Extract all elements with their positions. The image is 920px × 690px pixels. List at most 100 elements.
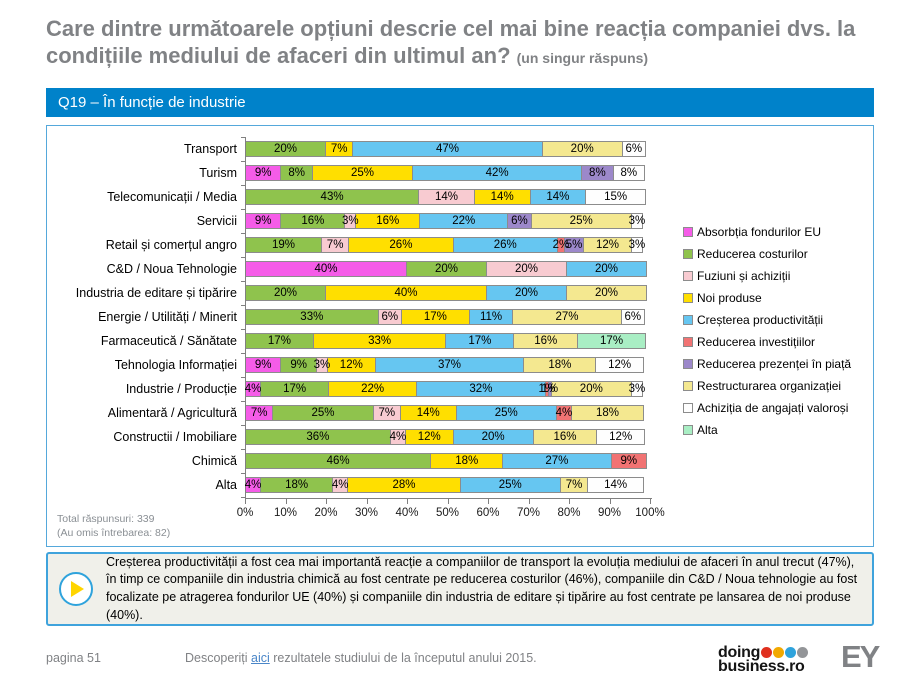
segment-value-label: 36% <box>306 431 330 443</box>
segment-value-label: 43% <box>320 191 344 203</box>
legend-swatch <box>683 315 693 325</box>
bar-track: 33% 6% 17% 11% 27% 6% <box>245 309 650 325</box>
legend-swatch <box>683 271 693 281</box>
segment-value-label: 15% <box>604 191 628 203</box>
segment-value-label: 1% <box>538 383 556 395</box>
segment-value-label: 7% <box>565 479 583 491</box>
category-label: Tehnologia Informației <box>114 358 237 372</box>
segment-value-label: 17% <box>267 335 291 347</box>
legend-item: Alta <box>683 419 873 441</box>
bar-track: 4% 17% 22% 32% 1% 1% 20% 3% <box>245 381 650 397</box>
section-header-bar: Q19 – În funcție de industrie <box>46 88 874 117</box>
bar-segment: 17% <box>577 333 646 349</box>
bar-track: 43% 14% 14% 14% 15% <box>245 189 650 205</box>
bar-segment: 25% <box>455 405 557 421</box>
segment-value-label: 33% <box>368 335 392 347</box>
segment-value-label: 4% <box>555 407 573 419</box>
bar-track: 7% 25% 7% 14% 25% 4% 18% <box>245 405 650 421</box>
legend-swatch <box>683 381 693 391</box>
footer-sentence-pre: Descoperiți <box>185 651 251 665</box>
footer-link-aici[interactable]: aici <box>251 651 270 665</box>
legend-item: Creșterea productivității <box>683 309 873 331</box>
bar-segment: 18% <box>523 357 597 373</box>
bar-segment: 16% <box>280 213 346 229</box>
bar-segment: 12% <box>583 237 632 253</box>
segment-value-label: 25% <box>569 215 593 227</box>
bar-row: Servicii 9% 16% 3% 16% 22% 6% 25% 3% <box>55 209 650 233</box>
category-label: Servicii <box>196 214 237 228</box>
bar-segment: 22% <box>328 381 418 397</box>
y-tick-mark <box>241 497 245 498</box>
segment-value-label: 14% <box>604 479 628 491</box>
segment-value-label: 12% <box>608 359 632 371</box>
legend-swatch <box>683 293 693 303</box>
x-tick-mark <box>569 499 570 504</box>
play-icon <box>59 572 93 606</box>
chart-rows: Transport 20% 7% 47% 20% 6% Turism 9% 8% 25% 42% 8%… <box>55 137 650 497</box>
segment-value-label: 7% <box>330 143 348 155</box>
segment-value-label: 28% <box>392 479 416 491</box>
bar-segment: 16% <box>513 333 579 349</box>
bar-segment: 17% <box>245 333 314 349</box>
bar-segment: 7% <box>320 237 350 253</box>
segment-value-label: 18% <box>548 359 572 371</box>
segment-value-label: 37% <box>438 359 462 371</box>
y-tick-mark <box>241 449 245 450</box>
bar-segment: 42% <box>412 165 583 181</box>
segment-value-label: 20% <box>481 431 505 443</box>
legend-swatch <box>683 227 693 237</box>
segment-value-label: 47% <box>436 143 460 155</box>
bar-row: Tehnologia Informației 9% 9% 3% 12% 37% 18% 12% <box>55 353 650 377</box>
legend-label: Absorbția fondurilor EU <box>697 225 822 239</box>
segment-value-label: 26% <box>493 239 517 251</box>
bar-segment: 15% <box>585 189 646 205</box>
bar-segment: 1% <box>538 381 555 397</box>
doingbusiness-logo-line2: business.ro <box>718 658 805 675</box>
legend-label: Creșterea productivității <box>697 313 824 327</box>
page-title-text: Care dintre următoarele opțiuni descrie … <box>46 16 856 68</box>
bar-segment: 1% <box>541 381 558 397</box>
category-label: Chimică <box>191 454 237 468</box>
bar-segment: 46% <box>245 453 432 469</box>
segment-value-label: 20% <box>594 287 619 299</box>
segment-value-label: 4% <box>331 479 349 491</box>
bar-segment: 4% <box>332 477 348 493</box>
segment-value-label: 20% <box>594 263 619 275</box>
bar-segment: 7% <box>245 405 274 421</box>
category-label: Industrie / Producție <box>125 382 237 396</box>
bar-segment: 14% <box>399 405 457 421</box>
bar-segment: 20% <box>541 141 623 157</box>
segment-value-label: 25% <box>494 407 518 419</box>
bar-segment: 33% <box>312 333 447 349</box>
bar-segment: 9% <box>280 357 317 373</box>
x-axis-line <box>245 498 652 499</box>
bar-segment: 20% <box>486 285 567 301</box>
bar-row: Transport 20% 7% 47% 20% 6% <box>55 137 650 161</box>
bar-segment: 17% <box>260 381 330 397</box>
footer-sentence: Descoperiți aici rezultatele studiului d… <box>185 651 537 665</box>
bar-segment: 20% <box>245 285 326 301</box>
legend-label: Reducerea prezenței în piață <box>697 357 852 371</box>
segment-value-label: 1% <box>541 383 559 395</box>
category-label: Alta <box>215 478 237 492</box>
bar-segment: 14% <box>587 477 644 493</box>
bar-track: 19% 7% 26% 26% 2% 5% 12% 3% <box>245 237 650 253</box>
page-title-suffix: (un singur răspuns) <box>516 49 649 66</box>
category-label: Constructii / Imobiliare <box>113 430 237 444</box>
bar-segment: 25% <box>530 213 632 229</box>
bar-segment: 33% <box>245 309 379 325</box>
legend-item: Noi produse <box>683 287 873 309</box>
bar-row: Alimentară / Agricultură 7% 25% 7% 14% 25% 4% 1… <box>55 401 650 425</box>
y-tick-mark <box>241 353 245 354</box>
doingbusiness-logo: doing business.ro <box>718 645 809 675</box>
ey-logo: EY <box>841 639 880 674</box>
bar-segment: 8% <box>280 165 313 181</box>
segment-value-label: 8% <box>620 167 638 179</box>
segment-value-label: 4% <box>244 479 262 491</box>
x-tick-mark <box>285 499 287 504</box>
bar-segment: 12% <box>595 357 644 373</box>
segment-value-label: 20% <box>273 143 298 155</box>
segment-value-label: 4% <box>244 383 262 395</box>
legend-item: Achiziția de angajați valoroși <box>683 397 873 419</box>
